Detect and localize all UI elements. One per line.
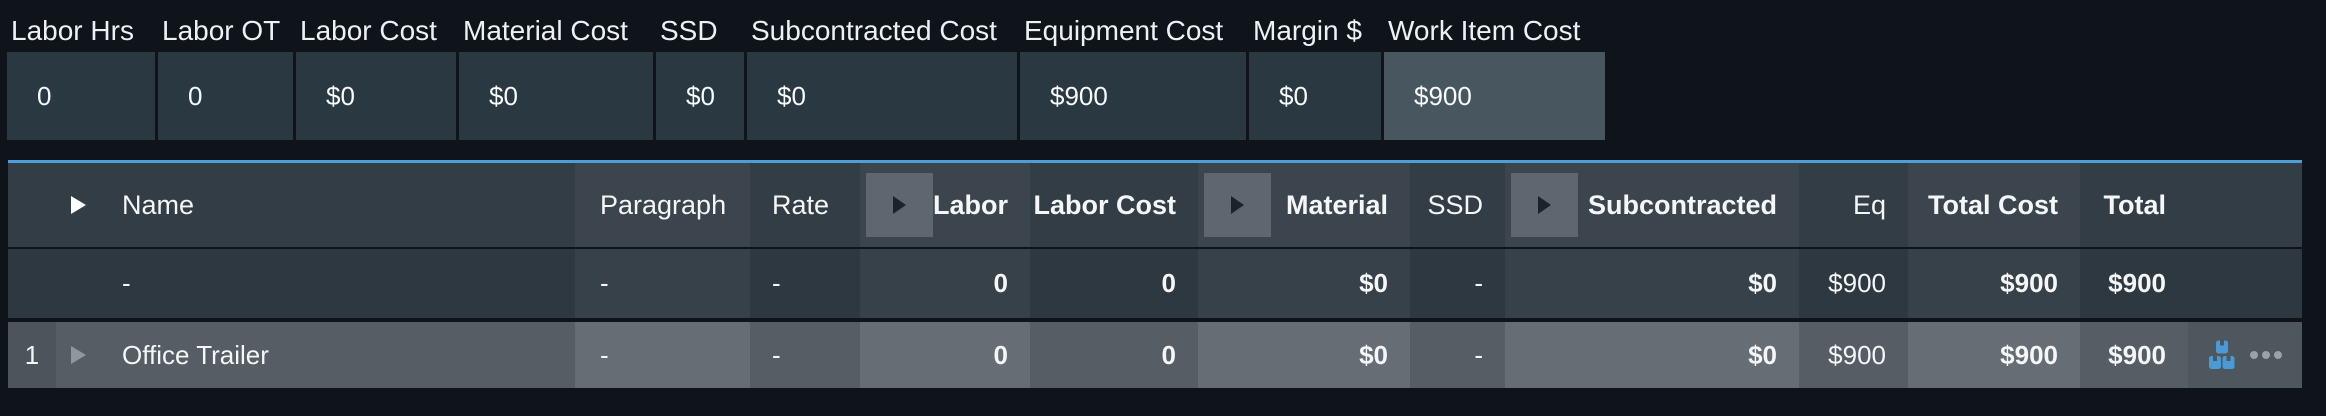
cell-labor[interactable]: 0 [860, 322, 1030, 388]
summary-label: Labor Cost [300, 15, 437, 46]
collapse-material-group-button[interactable] [1204, 173, 1271, 237]
summary-col-work-item-cost: Work Item Cost $900 [1384, 10, 1605, 140]
header-total-cost[interactable]: Total Cost [1908, 163, 2080, 247]
header-material[interactable]: Material [1198, 163, 1410, 247]
table-header-row: Name Paragraph Rate Labor Labor Cost Mat… [8, 163, 2302, 247]
header-labor[interactable]: Labor [860, 163, 1030, 247]
header-eq[interactable]: Eq [1799, 163, 1908, 247]
summary-label: Labor OT [162, 15, 281, 46]
collapse-subcontracted-icon [1538, 196, 1551, 214]
collapse-labor-icon [893, 196, 906, 214]
summary-value-highlighted[interactable]: $900 [1384, 52, 1605, 140]
summary-col-ssd: SSD $0 [656, 10, 744, 140]
summary-label: Work Item Cost [1388, 15, 1581, 46]
rollup-row[interactable]: - - - 0 0 $0 - $0 $900 $900 $900 [8, 249, 2302, 318]
cell-ssd[interactable]: - [1410, 322, 1505, 388]
header-actions [2188, 163, 2302, 247]
cost-summary-bar: Labor Hrs 0 Labor OT 0 Labor Cost $0 Mat… [7, 0, 2326, 140]
cell-rate[interactable]: - [750, 322, 860, 388]
header-total[interactable]: Total [2080, 163, 2188, 247]
row-expand-cell [56, 249, 100, 318]
summary-value[interactable]: 0 [158, 52, 293, 140]
expand-all-icon [70, 196, 86, 214]
collapse-material-icon [1231, 196, 1244, 214]
header-gutter [8, 163, 56, 247]
summary-label: Margin $ [1253, 15, 1362, 46]
summary-label: Material Cost [463, 15, 628, 46]
cell-rate[interactable]: - [750, 249, 860, 318]
cell-paragraph[interactable]: - [575, 249, 750, 318]
ellipsis-icon [2250, 351, 2258, 359]
summary-value[interactable]: 0 [7, 52, 155, 140]
summary-col-labor-cost: Labor Cost $0 [296, 10, 456, 140]
row-expand-icon [70, 346, 86, 364]
ellipsis-icon [2274, 351, 2282, 359]
header-rate[interactable]: Rate [750, 163, 860, 247]
cell-eq[interactable]: $900 [1799, 322, 1908, 388]
cell-actions [2188, 322, 2302, 388]
cell-subcontracted[interactable]: $0 [1505, 322, 1799, 388]
row-number-cell[interactable]: 1 [8, 322, 56, 388]
summary-value[interactable]: $0 [1249, 52, 1381, 140]
cell-total-cost[interactable]: $900 [1908, 322, 2080, 388]
header-labor-cost[interactable]: Labor Cost [1030, 163, 1198, 247]
cell-subcontracted[interactable]: $0 [1505, 249, 1799, 318]
summary-label: Subcontracted Cost [751, 15, 997, 46]
cell-material[interactable]: $0 [1198, 249, 1410, 318]
cell-name[interactable]: - [100, 249, 575, 318]
row-number-cell [8, 249, 56, 318]
summary-label: SSD [660, 15, 718, 46]
row-expand-button[interactable] [56, 322, 100, 388]
table-accent-line [8, 160, 2302, 163]
summary-col-equipment-cost: Equipment Cost $900 [1020, 10, 1246, 140]
cell-ssd[interactable]: - [1410, 249, 1505, 318]
summary-label: Equipment Cost [1024, 15, 1224, 46]
cell-material[interactable]: $0 [1198, 322, 1410, 388]
collapse-labor-group-button[interactable] [866, 173, 933, 237]
cell-paragraph[interactable]: - [575, 322, 750, 388]
summary-col-labor-hrs: Labor Hrs 0 [7, 10, 155, 140]
summary-col-subcontracted-cost: Subcontracted Cost $0 [747, 10, 1017, 140]
summary-value[interactable]: $0 [656, 52, 744, 140]
summary-col-margin: Margin $ $0 [1249, 10, 1381, 140]
expand-all-button[interactable] [56, 163, 100, 247]
summary-col-material-cost: Material Cost $0 [459, 10, 653, 140]
ellipsis-icon [2262, 351, 2270, 359]
header-material-label: Material [1285, 189, 1388, 220]
work-items-table: Name Paragraph Rate Labor Labor Cost Mat… [8, 163, 2302, 388]
summary-value[interactable]: $0 [296, 52, 456, 140]
collapse-subcontracted-group-button[interactable] [1511, 173, 1578, 237]
summary-label: Labor Hrs [11, 15, 134, 46]
summary-value[interactable]: $900 [1020, 52, 1246, 140]
cell-labor-cost[interactable]: 0 [1030, 322, 1198, 388]
stacked-boxes-icon[interactable] [2208, 340, 2236, 370]
summary-value[interactable]: $0 [747, 52, 1017, 140]
cell-total[interactable]: $900 [2080, 322, 2188, 388]
header-ssd[interactable]: SSD [1410, 163, 1505, 247]
summary-value[interactable]: $0 [459, 52, 653, 140]
work-items-screen: Labor Hrs 0 Labor OT 0 Labor Cost $0 Mat… [7, 0, 2326, 388]
cell-labor-cost[interactable]: 0 [1030, 249, 1198, 318]
header-paragraph[interactable]: Paragraph [575, 163, 750, 247]
more-actions-button[interactable] [2250, 351, 2282, 359]
cell-eq[interactable]: $900 [1799, 249, 1908, 318]
cell-actions [2188, 249, 2302, 318]
work-item-row-office-trailer[interactable]: 1 Office Trailer - - 0 0 $0 - $0 $900 $9… [8, 322, 2302, 388]
header-name[interactable]: Name [100, 163, 575, 247]
cell-name[interactable]: Office Trailer [100, 322, 575, 388]
header-subcontracted-label: Subcontracted [1587, 189, 1777, 220]
cell-labor[interactable]: 0 [860, 249, 1030, 318]
cell-total[interactable]: $900 [2080, 249, 2188, 318]
cell-total-cost[interactable]: $900 [1908, 249, 2080, 318]
summary-col-labor-ot: Labor OT 0 [158, 10, 293, 140]
header-labor-label: Labor [932, 189, 1008, 220]
header-subcontracted[interactable]: Subcontracted [1505, 163, 1799, 247]
